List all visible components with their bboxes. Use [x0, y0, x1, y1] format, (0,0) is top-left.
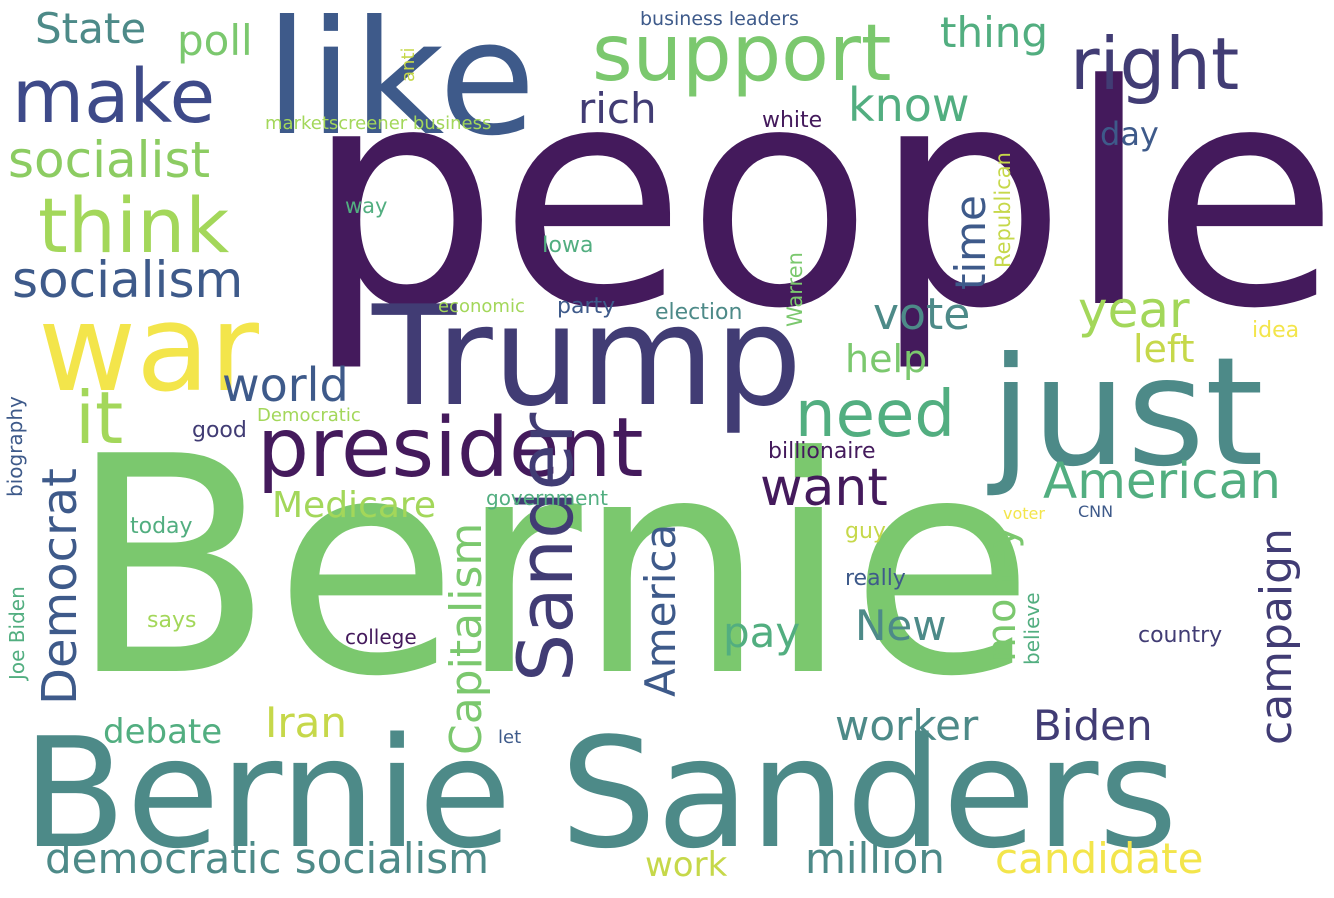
word-need: need	[795, 378, 955, 452]
word-bernie-sanders: Bernie Sanders	[22, 705, 1178, 882]
word-republican: Republican	[991, 152, 1015, 268]
word-president: president	[257, 401, 644, 496]
word-work: work	[645, 845, 728, 885]
word-iran: Iran	[265, 698, 348, 747]
word-democrat: Democrat	[32, 468, 88, 705]
word-way: way	[345, 194, 388, 218]
word-idea: idea	[1252, 318, 1300, 343]
word-government: government	[486, 486, 608, 510]
word-biography: biography	[3, 396, 27, 497]
word-day: day	[1100, 115, 1159, 153]
word-want: want	[760, 458, 888, 518]
word-white: white	[762, 108, 823, 133]
word-rich: rich	[578, 84, 657, 133]
word-support: support	[592, 9, 892, 99]
word-democratic-socialism: democratic socialism	[45, 834, 489, 883]
word-voter: voter	[1003, 504, 1045, 523]
word-just: just	[990, 326, 1264, 500]
word-new: New	[855, 601, 947, 650]
word-poll: poll	[177, 16, 253, 65]
word-think: think	[38, 181, 230, 270]
word-world: world	[222, 358, 349, 412]
word-let: let	[498, 727, 522, 748]
word-time: time	[946, 195, 995, 290]
word-state: State	[35, 4, 147, 53]
word-thing: thing	[940, 8, 1049, 57]
word-year: year	[1078, 281, 1190, 339]
word-guy: guy	[845, 519, 886, 544]
word-warren: Warren	[783, 252, 807, 327]
word-make: make	[12, 54, 216, 140]
word-democratic: Democratic	[257, 405, 361, 426]
word-trump: Trump	[372, 276, 803, 437]
word-bernie: Bernie	[68, 393, 1035, 742]
word-debate: debate	[103, 712, 223, 752]
word-know: know	[848, 78, 970, 132]
word-anti: anti	[398, 47, 419, 83]
word-marketscreener-business: marketscreener business	[265, 113, 492, 134]
word-help: help	[845, 337, 928, 381]
word-candidate: candidate	[995, 834, 1204, 883]
word-america: America	[636, 523, 685, 697]
word-like: like	[265, 0, 536, 171]
word-war: war	[38, 280, 260, 419]
word-left: left	[1133, 327, 1195, 371]
word-really: really	[845, 566, 906, 591]
word-joe-biden: Joe Biden	[5, 586, 29, 680]
word-believe: believe	[1020, 592, 1044, 665]
word-college: college	[345, 625, 417, 649]
word-socialism: socialism	[12, 251, 244, 309]
word-vote: vote	[873, 289, 971, 340]
word-people: people	[305, 20, 1334, 375]
word-good: good	[192, 418, 247, 443]
word-party: party	[557, 294, 616, 319]
word-campaign: campaign	[1251, 528, 1302, 745]
word-billionaire: billionaire	[768, 439, 876, 464]
word-money: money	[979, 524, 1025, 662]
word-worker: worker	[835, 701, 979, 750]
word-american: American	[1043, 452, 1281, 510]
word-pay: pay	[723, 608, 801, 657]
word-business-leaders: business leaders	[640, 8, 799, 30]
word-today: today	[130, 514, 193, 539]
word-sander: Sander	[501, 412, 590, 682]
word-capitalism: Capitalism	[441, 522, 492, 755]
word-iowa: Iowa	[542, 233, 594, 258]
word-medicare: Medicare	[272, 485, 437, 526]
word-it: it	[75, 376, 124, 460]
word-right: right	[1070, 22, 1240, 106]
word-biden: Biden	[1033, 701, 1153, 750]
word-country: country	[1138, 623, 1223, 648]
word-economic: economic	[438, 296, 525, 317]
word-election: election	[655, 300, 743, 325]
word-says: says	[147, 608, 197, 633]
word-cnn: CNN	[1078, 502, 1114, 521]
word-socialist: socialist	[8, 131, 211, 189]
word-million: million	[805, 834, 945, 883]
